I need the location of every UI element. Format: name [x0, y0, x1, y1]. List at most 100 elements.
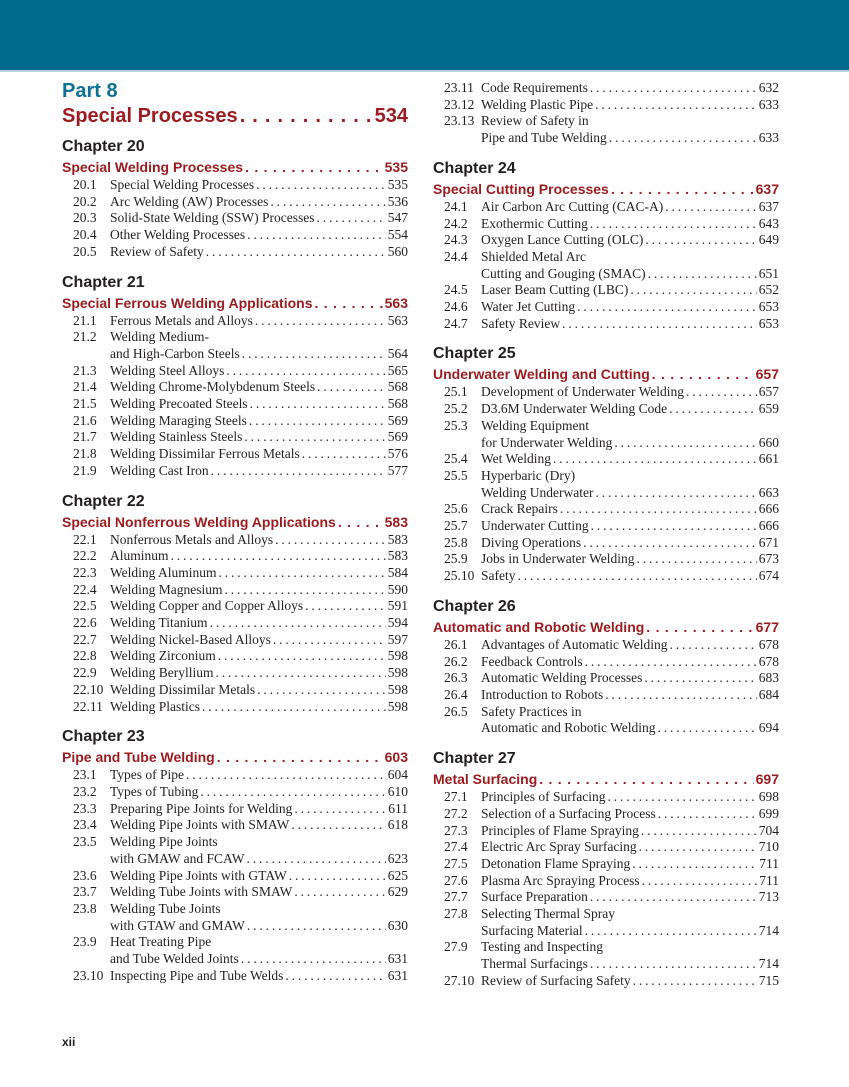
toc-entry[interactable]: 24.4 Shielded Metal Arc Cutting and Gougin… [433, 249, 779, 282]
toc-entry[interactable]: 20.1 Special Welding Processes 535 [62, 177, 408, 194]
toc-entry[interactable]: 22.3 Welding Aluminum 584 [62, 565, 408, 582]
section-number: 25.10 [444, 568, 475, 584]
toc-entry[interactable]: 25.2 D3.6M Underwater Welding Code 659 [433, 401, 779, 418]
toc-entry[interactable]: 21.1 Ferrous Metals and Alloys 563 [62, 313, 408, 330]
toc-entry[interactable]: 23.1 Types of Pipe 604 [62, 767, 408, 784]
section-title-line: for Underwater Welding 660 [481, 435, 779, 452]
toc-entry[interactable]: 22.1 Nonferrous Metals and Alloys 583 [62, 532, 408, 549]
toc-entry[interactable]: 24.3 Oxygen Lance Cutting (OLC) 649 [433, 232, 779, 249]
toc-entry[interactable]: 27.1 Principles of Surfacing 698 [433, 789, 779, 806]
toc-entry[interactable]: 21.6 Welding Maraging Steels 569 [62, 413, 408, 430]
toc-entry[interactable]: 22.2 Aluminum 583 [62, 548, 408, 565]
toc-entry[interactable]: 27.6 Plasma Arc Spraying Process 711 [433, 873, 779, 890]
toc-entry[interactable]: 23.7 Welding Tube Joints with SMAW 629 [62, 884, 408, 901]
toc-entry[interactable]: 26.4 Introduction to Robots 684 [433, 687, 779, 704]
toc-entry[interactable]: 24.7 Safety Review 653 [433, 316, 779, 333]
toc-entry[interactable]: 21.3 Welding Steel Alloys 565 [62, 363, 408, 380]
toc-entry[interactable]: 26.5 Safety Practices in Automatic and Rob… [433, 704, 779, 737]
section-title-text: Welding Stainless Steels [110, 429, 243, 445]
section-page: 651 [758, 265, 779, 281]
section-title: Solid-State Welding (SSW) Processes 547 [110, 210, 408, 227]
section-number: 26.2 [444, 653, 468, 669]
toc-entry[interactable]: 20.3 Solid-State Welding (SSW) Processes 5… [62, 210, 408, 227]
toc-entry[interactable]: 21.5 Welding Precoated Steels 568 [62, 396, 408, 413]
section-page: 568 [387, 396, 408, 412]
toc-entry[interactable]: 26.1 Advantages of Automatic Welding 678 [433, 637, 779, 654]
section-title-text: Welding Precoated Steels [110, 396, 248, 412]
chapter-title-link[interactable]: Special Ferrous Welding Applications 563 [62, 293, 408, 313]
toc-entry[interactable]: 23.12 Welding Plastic Pipe 633 [433, 97, 779, 114]
section-title-line: Automatic Welding Processes 683 [481, 670, 779, 687]
toc-entry[interactable]: 21.8 Welding Dissimilar Ferrous Metals 576 [62, 446, 408, 463]
section-title: Diving Operations 671 [481, 535, 779, 552]
toc-entry[interactable]: 22.6 Welding Titanium 594 [62, 615, 408, 632]
toc-entry[interactable]: 21.4 Welding Chrome-Molybdenum Steels 568 [62, 379, 408, 396]
toc-entry[interactable]: 24.5 Laser Beam Cutting (LBC) 652 [433, 282, 779, 299]
toc-entry[interactable]: 23.6 Welding Pipe Joints with GTAW 625 [62, 868, 408, 885]
chapter-title-link[interactable]: Pipe and Tube Welding 603 [62, 747, 408, 767]
chapter-heading: Chapter 20 [62, 138, 145, 155]
toc-entry[interactable]: 20.4 Other Welding Processes 554 [62, 227, 408, 244]
toc-entry[interactable]: 23.11 Code Requirements 632 [433, 80, 779, 97]
chapter-title-link[interactable]: Special Cutting Processes 637 [433, 179, 779, 199]
chapter-title-link[interactable]: Special Welding Processes 535 [62, 157, 408, 177]
leader-dots [240, 103, 373, 129]
toc-entry[interactable]: 27.5 Detonation Flame Spraying 711 [433, 856, 779, 873]
section-page: 663 [758, 484, 779, 500]
section-title-text: Welding Beryllium [110, 665, 214, 681]
toc-entry[interactable]: 24.1 Air Carbon Arc Cutting (CAC-A) 637 [433, 199, 779, 216]
toc-entry[interactable]: 21.9 Welding Cast Iron 577 [62, 463, 408, 480]
toc-entry[interactable]: 23.3 Preparing Pipe Joints for Welding 611 [62, 801, 408, 818]
toc-entry[interactable]: 25.6 Crack Repairs 666 [433, 501, 779, 518]
leader-dots [216, 665, 386, 682]
toc-entry[interactable]: 23.4 Welding Pipe Joints with SMAW 618 [62, 817, 408, 834]
toc-entry[interactable]: 23.13 Review of Safety in Pipe and Tube We… [433, 113, 779, 146]
toc-entry[interactable]: 25.9 Jobs in Underwater Welding 673 [433, 551, 779, 568]
toc-entry[interactable]: 24.6 Water Jet Cutting 653 [433, 299, 779, 316]
toc-entry[interactable]: 22.5 Welding Copper and Copper Alloys 591 [62, 598, 408, 615]
toc-entry[interactable]: 26.2 Feedback Controls 678 [433, 654, 779, 671]
toc-entry[interactable]: 25.10 Safety 674 [433, 568, 779, 585]
toc-entry[interactable]: 27.3 Principles of Flame Spraying 704 [433, 823, 779, 840]
toc-entry[interactable]: 27.7 Surface Preparation 713 [433, 889, 779, 906]
section-page: 560 [387, 243, 408, 259]
section-title: Welding Dissimilar Ferrous Metals 576 [110, 446, 408, 463]
toc-entry[interactable]: 23.8 Welding Tube Joints with GTAW and GMA… [62, 901, 408, 934]
chapter-title-link[interactable]: Underwater Welding and Cutting 657 [433, 364, 779, 384]
toc-entry[interactable]: 22.4 Welding Magnesium 590 [62, 582, 408, 599]
toc-entry[interactable]: 22.11 Welding Plastics 598 [62, 699, 408, 716]
toc-entry[interactable]: 25.5 Hyperbaric (Dry)Welding Underwater 66… [433, 468, 779, 501]
toc-entry[interactable]: 27.4 Electric Arc Spray Surfacing 710 [433, 839, 779, 856]
toc-entry[interactable]: 25.1 Development of Underwater Welding 657 [433, 384, 779, 401]
toc-entry[interactable]: 20.2 Arc Welding (AW) Processes 536 [62, 194, 408, 211]
toc-entry[interactable]: 23.10 Inspecting Pipe and Tube Welds 631 [62, 968, 408, 985]
leader-dots [294, 884, 385, 901]
toc-entry[interactable]: 20.5 Review of Safety 560 [62, 244, 408, 261]
toc-entry[interactable]: 22.9 Welding Beryllium 598 [62, 665, 408, 682]
toc-entry[interactable]: 25.4 Wet Welding 661 [433, 451, 779, 468]
toc-entry[interactable]: 25.8 Diving Operations 671 [433, 535, 779, 552]
toc-entry[interactable]: 27.2 Selection of a Surfacing Process 699 [433, 806, 779, 823]
toc-entry[interactable]: 27.9 Testing and Inspecting Thermal Surfac… [433, 939, 779, 972]
chapter-title-link[interactable]: Automatic and Robotic Welding 677 [433, 617, 779, 637]
toc-entry[interactable]: 23.5 Welding Pipe Joints with GMAW and FCA… [62, 834, 408, 867]
toc-entry[interactable]: 22.8 Welding Zirconium 598 [62, 648, 408, 665]
toc-entry[interactable]: 24.2 Exothermic Cutting 643 [433, 216, 779, 233]
toc-entry[interactable]: 26.3 Automatic Welding Processes 683 [433, 670, 779, 687]
toc-entry[interactable]: 22.7 Welding Nickel-Based Alloys 597 [62, 632, 408, 649]
toc-entry[interactable]: 22.10 Welding Dissimilar Metals 598 [62, 682, 408, 699]
part-title[interactable]: Special Processes 534 [62, 103, 408, 129]
chapter-title-link[interactable]: Metal Surfacing 697 [433, 769, 779, 789]
chapter-title-link[interactable]: Special Nonferrous Welding Applications 5… [62, 512, 408, 532]
toc-entry[interactable]: 27.10 Review of Surfacing Safety 715 [433, 973, 779, 990]
section-title-text: Exothermic Cutting [481, 215, 588, 231]
toc-entry[interactable]: 25.7 Underwater Cutting 666 [433, 518, 779, 535]
toc-entry[interactable]: 23.2 Types of Tubing 610 [62, 784, 408, 801]
toc-entry[interactable]: 25.3 Welding Equipment for Underwater Weld… [433, 418, 779, 451]
section-number: 24.1 [444, 198, 468, 214]
toc-entry[interactable]: 23.9 Heat Treating Pipe and Tube Welded Jo… [62, 934, 408, 967]
toc-entry[interactable]: 21.2 Welding Medium-and High-Carbon Steel… [62, 329, 408, 362]
leader-dots [219, 565, 386, 582]
toc-entry[interactable]: 21.7 Welding Stainless Steels 569 [62, 429, 408, 446]
toc-entry[interactable]: 27.8 Selecting Thermal Spray Surfacing Mat… [433, 906, 779, 939]
